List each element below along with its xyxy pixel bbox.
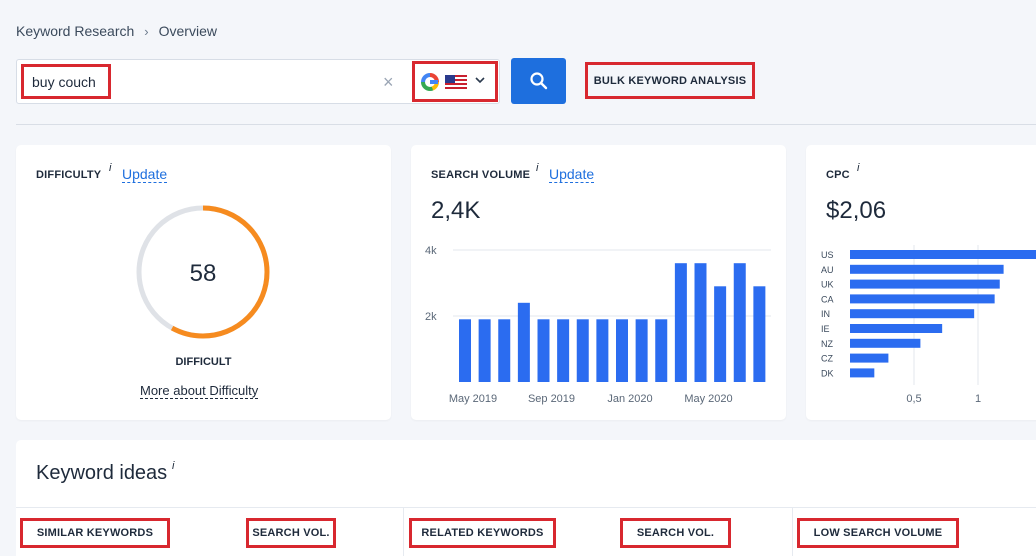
country-label: US	[821, 250, 834, 260]
keyword-search-box: ×	[16, 59, 500, 104]
bulk-keyword-analysis-button[interactable]: BULK KEYWORD ANALYSIS	[585, 62, 755, 99]
volume-bar	[694, 263, 707, 382]
country-label: IE	[821, 324, 830, 334]
tab-related-keywords[interactable]: RELATED KEYWORDS	[409, 518, 556, 548]
engine-country-select[interactable]	[412, 61, 498, 102]
difficulty-card: DIFFICULTY i Update 58 DIFFICULT More ab…	[16, 145, 391, 420]
difficulty-value: 58	[190, 260, 217, 287]
cpc-title: CPC	[826, 169, 850, 181]
difficulty-label: DIFFICULT	[175, 356, 232, 368]
info-icon[interactable]: i	[172, 460, 175, 472]
y-tick-label: 4k	[425, 245, 437, 257]
google-icon	[421, 72, 439, 91]
volume-bar	[517, 302, 530, 382]
volume-bar	[576, 319, 589, 382]
us-flag-icon	[445, 74, 467, 89]
keyword-input[interactable]	[21, 64, 111, 99]
y-tick-label: 2k	[425, 311, 437, 323]
volume-bar	[557, 319, 570, 382]
x-tick-label: 0,5	[906, 393, 921, 405]
volume-bar	[459, 319, 471, 382]
country-label: CZ	[821, 354, 833, 364]
x-tick-label: May 2020	[684, 393, 732, 405]
volume-bar	[596, 319, 609, 382]
breadcrumb: Keyword Research › Overview	[16, 23, 217, 39]
column-divider	[792, 507, 793, 556]
cpc-chart: 0,511USAUUKCAINIENZCZDK	[821, 245, 1036, 405]
country-label: DK	[821, 368, 834, 378]
country-label: UK	[821, 280, 834, 290]
cpc-bar	[850, 264, 1004, 274]
cpc-bar	[850, 279, 1000, 289]
search-vol-header[interactable]: SEARCH VOL.	[620, 518, 731, 548]
search-button[interactable]	[511, 58, 566, 104]
breadcrumb-root[interactable]: Keyword Research	[16, 23, 135, 39]
country-label: AU	[821, 265, 834, 275]
breadcrumb-separator: ›	[144, 23, 149, 39]
info-icon[interactable]: i	[857, 162, 860, 174]
x-tick-label: 1	[975, 393, 981, 405]
column-divider	[403, 507, 404, 556]
cpc-bar	[850, 309, 975, 319]
volume-bar	[616, 319, 628, 382]
cpc-bar	[850, 368, 875, 378]
more-about-difficulty-link[interactable]: More about Difficulty	[140, 383, 259, 399]
x-tick-label: May 2019	[449, 393, 497, 405]
search-volume-title: SEARCH VOLUME	[431, 169, 531, 181]
x-tick-label: Sep 2019	[528, 393, 575, 405]
volume-bar	[733, 263, 746, 382]
volume-bar	[674, 263, 687, 382]
search-volume-card: SEARCH VOLUME i Update 2,4K 4k 2k May 2019…	[411, 145, 786, 420]
clear-icon[interactable]: ×	[383, 72, 394, 92]
difficulty-update-link[interactable]: Update	[122, 166, 168, 183]
keyword-ideas-title: Keyword ideas	[36, 462, 168, 484]
info-icon[interactable]: i	[109, 162, 112, 174]
cpc-bar	[850, 324, 943, 333]
search-volume-value: 2,4K	[431, 197, 481, 224]
volume-bar	[478, 319, 491, 382]
country-label: NZ	[821, 339, 833, 349]
search-volume-chart: 4k 2k May 2019 Sep 2019 Jan 2020 May 2020	[425, 245, 771, 405]
cpc-bar	[850, 250, 1036, 259]
chevron-down-icon	[475, 76, 485, 87]
cpc-card: CPC i $2,06 0,511USAUUKCAINIENZCZDK	[806, 145, 1036, 420]
cpc-value: $2,06	[826, 197, 887, 224]
info-icon[interactable]: i	[536, 162, 539, 174]
volume-bar	[714, 286, 727, 382]
search-volume-update-link[interactable]: Update	[549, 166, 595, 183]
keyword-ideas-section: Keyword ideas i SIMILAR KEYWORDS SEARCH …	[16, 440, 1036, 556]
x-tick-label: Jan 2020	[607, 393, 652, 405]
difficulty-title: DIFFICULTY	[36, 169, 102, 181]
difficulty-gauge: 58	[136, 205, 270, 339]
volume-bar	[537, 319, 550, 382]
volume-bar	[753, 286, 766, 382]
volume-bar	[498, 319, 511, 382]
country-label: IN	[821, 309, 830, 319]
search-icon	[529, 72, 547, 90]
divider	[16, 124, 1036, 125]
tab-similar-keywords[interactable]: SIMILAR KEYWORDS	[20, 518, 170, 548]
cpc-bar	[850, 338, 921, 348]
volume-bar	[635, 319, 648, 382]
tab-low-search-volume[interactable]: LOW SEARCH VOLUME	[797, 518, 959, 548]
cpc-bar	[850, 294, 995, 304]
keyword-ideas-header	[16, 507, 1036, 556]
country-label: CA	[821, 294, 834, 304]
search-vol-header[interactable]: SEARCH VOL.	[246, 518, 336, 548]
cpc-bar	[850, 353, 889, 363]
volume-bar	[655, 319, 668, 382]
breadcrumb-current: Overview	[158, 23, 217, 39]
